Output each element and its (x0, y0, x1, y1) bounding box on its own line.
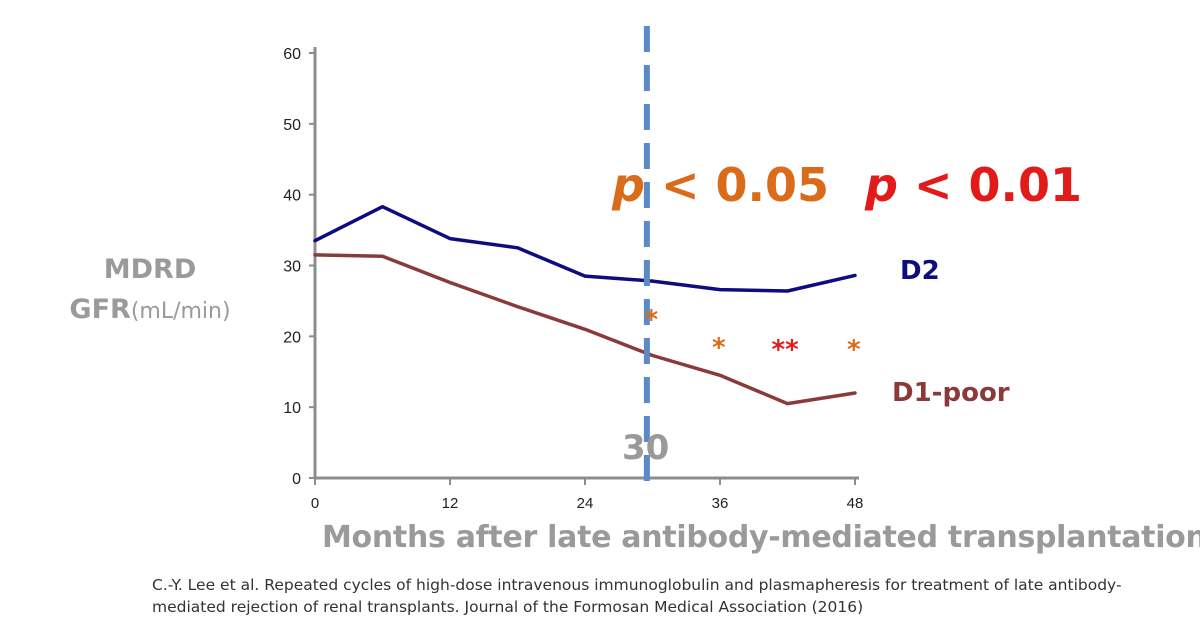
x-tick-label: 48 (847, 495, 864, 512)
y-axis-label-second: GFR(mL/min) (40, 290, 260, 332)
series-line-d2 (313, 204, 857, 293)
significance-mark: * (847, 335, 861, 366)
y-tick-label: 50 (283, 117, 301, 134)
y-tick-label: 60 (283, 46, 301, 63)
p-symbol-2: p (865, 158, 898, 212)
y-tick-label: 0 (292, 471, 301, 488)
y-tick-label: 20 (283, 329, 301, 346)
p-symbol-1: p (612, 158, 645, 212)
p-value-annotation-2: p < 0.01 (865, 158, 1082, 212)
significance-mark: * (712, 332, 726, 363)
p-text-1: < 0.05 (660, 158, 830, 212)
y-tick-label: 30 (283, 259, 301, 276)
y-tick-label: 10 (283, 400, 301, 417)
x-tick-label: 24 (577, 495, 594, 512)
y-axis-label: MDRD GFR(mL/min) (40, 250, 260, 332)
p-value-annotation-1: p < 0.05 (612, 158, 829, 212)
significance-mark: * (644, 304, 659, 335)
p-text-2: < 0.01 (913, 158, 1083, 212)
legend-d2: D2 (900, 256, 940, 286)
x-tick-label: 0 (311, 495, 319, 512)
reference-line-label: 30 (622, 428, 670, 468)
x-tick-label: 36 (712, 495, 729, 512)
citation: C.-Y. Lee et al. Repeated cycles of high… (152, 576, 1122, 616)
significance-mark: ** (771, 335, 799, 366)
y-axis-label-main: MDRD (103, 254, 197, 285)
y-tick-label: 40 (283, 188, 301, 205)
x-axis-label: Months after late antibody-mediated tran… (322, 520, 1200, 555)
legend-d1-poor: D1-poor (892, 378, 1010, 408)
y-axis-unit: (mL/min) (130, 299, 231, 324)
x-tick-label: 12 (442, 495, 459, 512)
y-axis-label-gfr: GFR (69, 294, 131, 325)
